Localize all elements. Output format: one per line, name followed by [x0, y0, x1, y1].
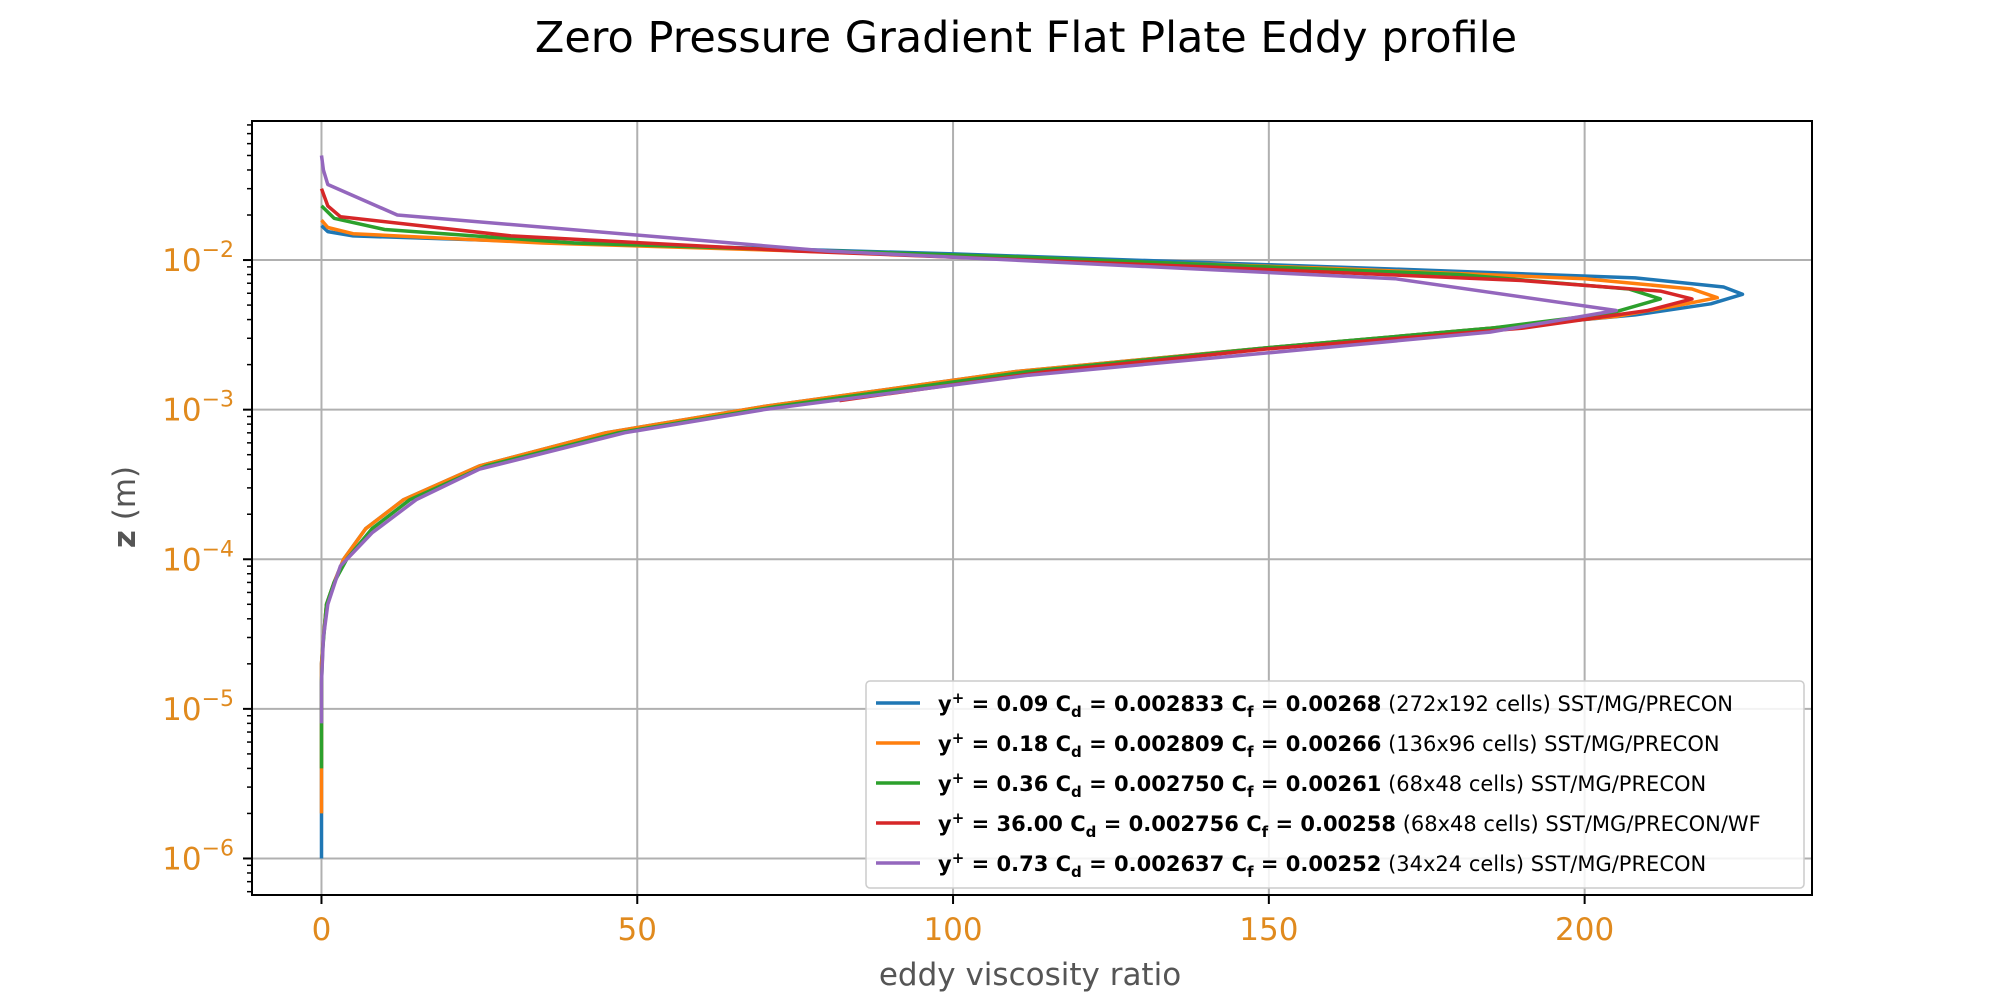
- legend-entry-2: y+ = 0.36 Cd = 0.002750 Cf = 0.00261 (68…: [938, 769, 1706, 801]
- y-axis-label: z (m): [107, 466, 143, 548]
- y-axis-label-unit: (m): [107, 466, 143, 530]
- y-tick-label-2: 10−4: [162, 537, 234, 578]
- y-tick-label-3: 10−3: [162, 388, 234, 429]
- x-tick-label-2: 100: [923, 912, 982, 948]
- legend-entry-0: y+ = 0.09 Cd = 0.002833 Cf = 0.00268 (27…: [938, 689, 1733, 721]
- plot-lines: [319, 155, 1745, 859]
- x-ticks: 0 50 100 150 200: [312, 895, 1614, 948]
- legend-entry-4: y+ = 0.73 Cd = 0.002637 Cf = 0.00252 (34…: [938, 849, 1706, 881]
- y-ticks: 10−6 10−5 10−4 10−3 10−2: [162, 238, 252, 877]
- y-tick-label-0: 10−6: [162, 836, 234, 877]
- y-axis-label-var: z: [107, 530, 143, 548]
- legend-entry-1: y+ = 0.18 Cd = 0.002809 Cf = 0.00266 (13…: [938, 729, 1720, 761]
- x-tick-label-3: 150: [1239, 912, 1298, 948]
- x-tick-label-0: 0: [312, 912, 332, 948]
- plot-frame: [251, 120, 1813, 896]
- x-tick-label-1: 50: [618, 912, 657, 948]
- legend-entry-3: y+ = 36.00 Cd = 0.002756 Cf = 0.00258 (6…: [938, 809, 1761, 841]
- series-line-3: [319, 188, 1694, 403]
- x-tick-label-4: 200: [1555, 912, 1614, 948]
- chart-title: Zero Pressure Gradient Flat Plate Eddy p…: [535, 13, 1517, 63]
- x-axis-label: eddy viscosity ratio: [879, 957, 1181, 993]
- y-tick-label-1: 10−5: [162, 687, 234, 728]
- series-line-4: [319, 155, 1618, 724]
- legend: y+ = 0.09 Cd = 0.002833 Cf = 0.00268 (27…: [865, 680, 1805, 889]
- legend-box: [865, 680, 1805, 889]
- y-tick-label-4: 10−2: [162, 238, 234, 279]
